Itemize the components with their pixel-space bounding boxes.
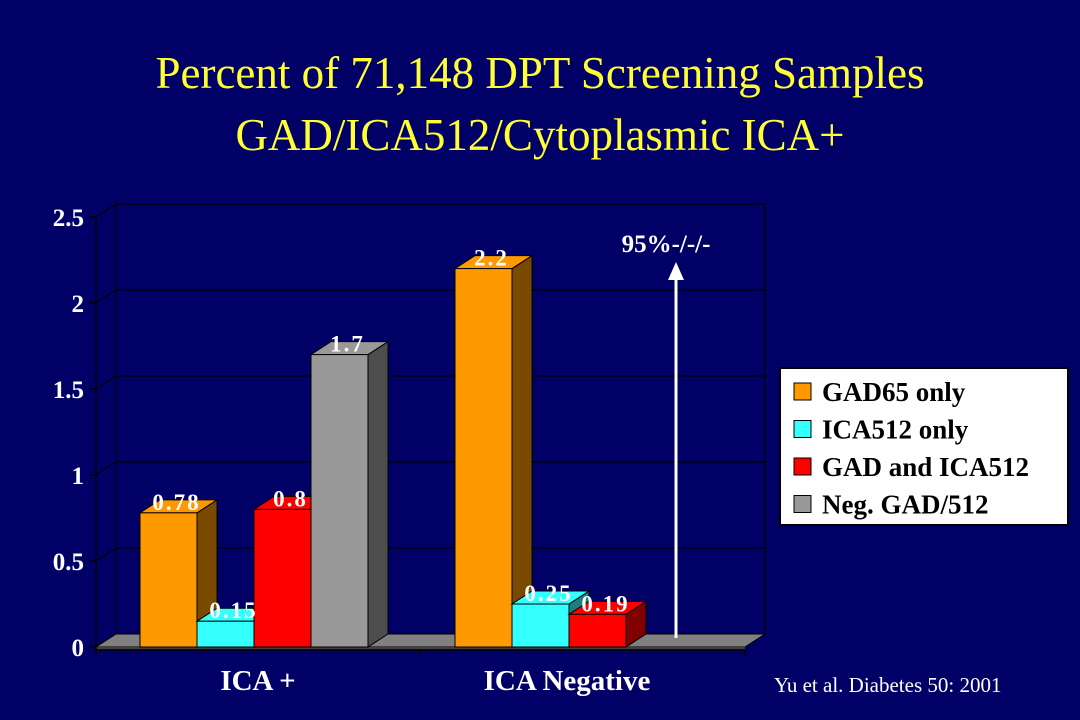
gridline-depth: [95, 375, 117, 390]
category-label: ICA Negative: [484, 665, 651, 697]
chart-title-line1: Percent of 71,148 DPT Screening Samples: [155, 48, 924, 98]
data-label: 0.15: [209, 598, 257, 623]
bar-front: [139, 512, 198, 648]
y-tick-label: 2.5: [53, 205, 84, 232]
category-labels: ICA + ICA Negative: [220, 665, 650, 697]
legend-label-1: ICA512 only: [822, 415, 969, 445]
bar-1-2: [567, 600, 648, 648]
legend-swatch-3: [793, 495, 812, 513]
axes: [89, 216, 746, 657]
citation: Yu et al. Diabetes 50: 2001: [774, 673, 1001, 697]
bar-front: [310, 354, 369, 648]
data-label: 2.2: [474, 246, 509, 271]
bar-1-0: [453, 254, 534, 648]
data-label: 0.25: [524, 581, 572, 606]
gridline-depth: [95, 461, 117, 476]
y-tick-label: 1: [72, 463, 85, 490]
bar-front: [196, 620, 255, 648]
gridline-depth: [95, 547, 117, 562]
plot-back-area: [95, 203, 117, 648]
legend-label-0: GAD65 only: [822, 377, 966, 407]
data-labels: 0.78 2.2 0.15 0.25 0.8 0.19 1.7: [152, 246, 629, 624]
data-label: 1.7: [330, 332, 365, 357]
legend-swatch-2: [793, 457, 812, 476]
legend: GAD65 only ICA512 only GAD and ICA512 Neg. …: [779, 367, 1069, 526]
y-tick-label: 0: [72, 635, 85, 662]
gridline-depth: [95, 289, 117, 304]
bar-front: [511, 603, 570, 648]
legend-box: [779, 367, 1069, 526]
data-label: 0.78: [152, 490, 200, 515]
legend-swatch-0: [793, 382, 812, 401]
gridline-depth: [95, 203, 117, 218]
annotation-text: 95%-/-/-: [622, 231, 711, 258]
bar-side: [367, 340, 389, 648]
legend-label-2: GAD and ICA512: [822, 452, 1029, 482]
y-tick-labels: 0 0.5 1 1.5 2 2.5: [53, 205, 84, 662]
bar-front: [568, 613, 627, 648]
legend-label-3: Neg. GAD/512: [822, 490, 988, 520]
bar-front: [253, 508, 312, 648]
legend-swatch-1: [793, 420, 812, 438]
bar-0-3: [309, 340, 390, 648]
annotation-arrow: [668, 262, 684, 638]
y-tick-label: 2: [72, 291, 85, 318]
category-label: ICA +: [220, 665, 295, 697]
data-label: 0.19: [581, 591, 629, 616]
bar-front: [454, 268, 513, 648]
chart-title-line2: GAD/ICA512/Cytoplasmic ICA+: [235, 110, 844, 160]
y-tick-label: 1.5: [53, 377, 84, 404]
side-wall: [95, 203, 117, 648]
bar-0-0: [138, 498, 219, 648]
data-label: 0.8: [273, 486, 308, 511]
y-tick-label: 0.5: [53, 549, 84, 576]
bars: [138, 254, 648, 648]
